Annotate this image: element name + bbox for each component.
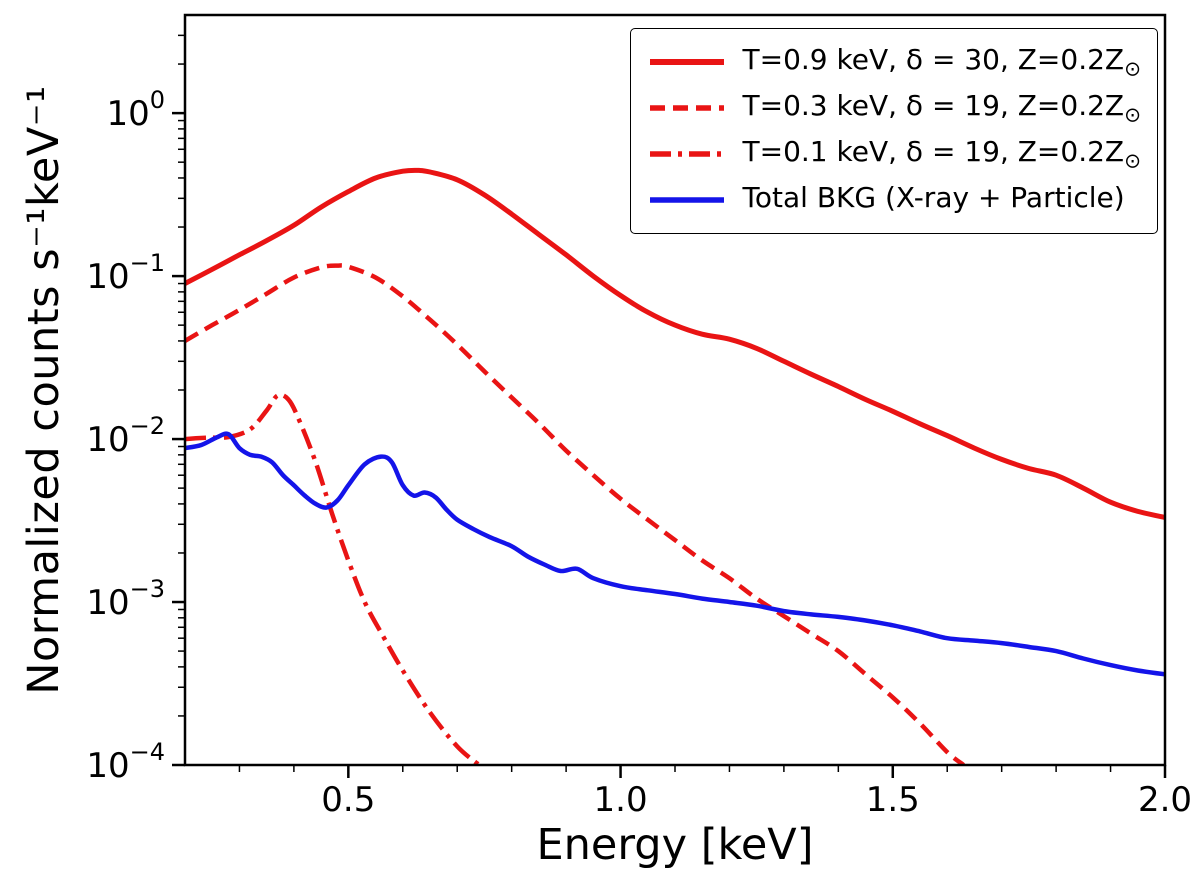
legend-entry-t01: T=0.1 keV, δ = 19, Z=0.2Z⊙ (647, 133, 1141, 175)
legend-line-solid-red-icon (649, 59, 724, 65)
legend-label-t01: T=0.1 keV, δ = 19, Z=0.2Z⊙ (742, 135, 1141, 173)
legend-line-dashdot-red-icon (649, 151, 724, 157)
y-tick-label: 10−4 (86, 738, 165, 786)
odot-subscript: ⊙ (1124, 102, 1141, 127)
x-tick-label: 0.5 (321, 780, 375, 820)
odot-subscript: ⊙ (1124, 56, 1141, 81)
series-line-t01 (185, 392, 481, 765)
y-tick-label: 10−3 (86, 575, 165, 623)
x-axis-label: Energy [keV] (536, 820, 814, 870)
x-tick-label: 1.5 (866, 780, 920, 820)
legend-entry-bkg: Total BKG (X-ray + Particle) (647, 179, 1141, 221)
x-tick-label: 2.0 (1138, 780, 1192, 820)
x-tick-label: 1.0 (594, 780, 648, 820)
legend-line-dashed-red-icon (649, 105, 724, 111)
legend-line-solid-blue-icon (649, 197, 724, 203)
legend-label-t09: T=0.9 keV, δ = 30, Z=0.2Z⊙ (742, 43, 1141, 81)
y-tick-label: 10−1 (86, 249, 165, 297)
legend-entry-t09: T=0.9 keV, δ = 30, Z=0.2Z⊙ (647, 41, 1141, 83)
legend-label-bkg: Total BKG (X-ray + Particle) (742, 181, 1125, 215)
series-line-t03 (185, 263, 965, 765)
legend-entry-t03: T=0.3 keV, δ = 19, Z=0.2Z⊙ (647, 87, 1141, 129)
series-line-t09 (185, 167, 1165, 520)
odot-subscript: ⊙ (1124, 148, 1141, 173)
y-axis-label: Normalized counts s⁻¹keV⁻¹ (19, 85, 69, 695)
series-line-bkg (185, 431, 1165, 677)
y-tick-label: 100 (106, 86, 165, 134)
y-tick-label: 10−2 (86, 412, 165, 460)
axes-border (183, 13, 1167, 767)
legend-label-t03: T=0.3 keV, δ = 19, Z=0.2Z⊙ (742, 89, 1141, 127)
legend: T=0.9 keV, δ = 30, Z=0.2Z⊙ T=0.3 keV, δ … (629, 28, 1158, 234)
